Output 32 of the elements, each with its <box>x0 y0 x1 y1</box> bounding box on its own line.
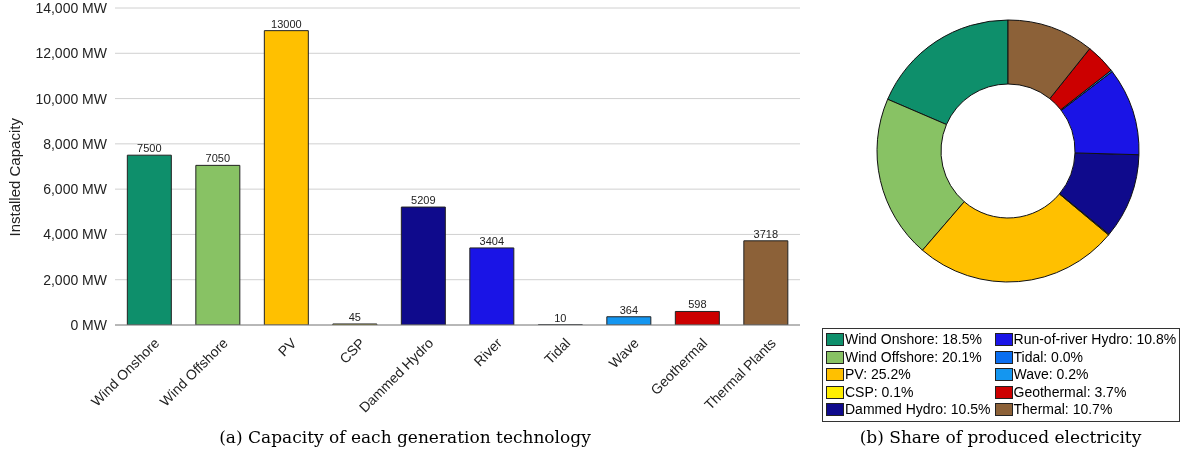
text: (a) Capacity of each generation technology <box>218 427 592 447</box>
legend-label: Wave: 0.2% <box>1013 366 1089 384</box>
data-label: 598 <box>688 298 707 311</box>
y-tick-label: 6,000 MW <box>43 181 108 198</box>
legend-label: Wind Offshore: 20.1% <box>845 348 982 366</box>
legend-label: Wind Onshore: 18.5% <box>845 331 982 349</box>
data-label: 3404 <box>479 234 505 247</box>
data-label: 45 <box>348 310 361 323</box>
legend-label: Tidal: 0.0% <box>1013 348 1084 366</box>
data-label: 3718 <box>753 227 779 240</box>
data-label: 5209 <box>411 194 436 207</box>
y-tick-label: 12,000 MW <box>35 45 108 62</box>
y-tick-label: 14,000 MW <box>35 0 108 16</box>
y-tick-label: 8,000 MW <box>43 135 108 152</box>
legend-label: Dammed Hydro: 10.5% <box>845 401 991 419</box>
data-label: 364 <box>619 303 639 316</box>
legend-label: Geothermal: 3.7% <box>1013 383 1127 401</box>
y-tick-label: 4,000 MW <box>43 226 108 243</box>
y-axis-title: Installed Capacity <box>6 117 24 237</box>
data-label: 7050 <box>205 152 231 165</box>
legend-label: CSP: 0.1% <box>845 383 914 401</box>
text: (b) Share of produced electricity <box>858 427 1143 447</box>
legend-label: Thermal: 10.7% <box>1013 401 1113 419</box>
data-label: 7500 <box>137 142 162 155</box>
y-tick-label: 0 MW <box>70 316 108 333</box>
legend-label: Run-of-river Hydro: 10.8% <box>1013 331 1177 349</box>
legend-label: PV: 25.2% <box>845 366 911 384</box>
data-label: 10 <box>554 311 567 324</box>
data-label: 13000 <box>271 17 302 30</box>
y-tick-label: 2,000 MW <box>43 271 108 288</box>
y-tick-label: 10,000 MW <box>35 90 108 107</box>
x-tick-label: PV <box>274 334 300 360</box>
